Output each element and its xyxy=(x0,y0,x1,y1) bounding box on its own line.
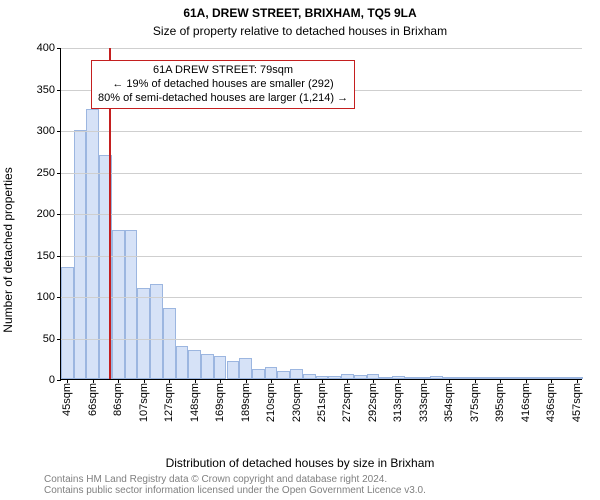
histogram-bar xyxy=(558,377,571,379)
xtick-label: 272sqm xyxy=(341,383,353,422)
histogram-bar xyxy=(290,369,303,379)
y-axis-label: Number of detached properties xyxy=(1,167,15,332)
histogram-bar xyxy=(125,230,138,379)
plot-area: 050100150200250300350400 45sqm66sqm86sqm… xyxy=(60,48,582,380)
footer: Contains HM Land Registry data © Crown c… xyxy=(44,474,584,496)
x-axis-label-text: Distribution of detached houses by size … xyxy=(166,456,435,470)
histogram-bar xyxy=(265,367,278,379)
xtick-label: 210sqm xyxy=(265,383,277,422)
page-title: 61A, DREW STREET, BRIXHAM, TQ5 9LA xyxy=(0,6,600,20)
histogram-bar xyxy=(227,361,240,379)
histogram-bar xyxy=(532,377,545,379)
histogram-bar xyxy=(163,308,176,379)
histogram-chart: 050100150200250300350400 45sqm66sqm86sqm… xyxy=(60,48,582,380)
info-line-1: 61A DREW STREET: 79sqm xyxy=(98,64,348,78)
xtick-label: 169sqm xyxy=(214,383,226,422)
title-text: 61A, DREW STREET, BRIXHAM, TQ5 9LA xyxy=(183,6,416,20)
ytick-label: 300 xyxy=(37,125,61,137)
info-line-2: ← 19% of detached houses are smaller (29… xyxy=(98,78,348,92)
xtick-label: 107sqm xyxy=(138,383,150,422)
info-box: 61A DREW STREET: 79sqm ← 19% of detached… xyxy=(91,60,355,109)
histogram-bar xyxy=(277,371,290,379)
y-axis-label-text: Number of detached properties xyxy=(1,167,15,332)
gridline xyxy=(61,131,582,132)
histogram-bar xyxy=(252,369,265,379)
xtick-label: 86sqm xyxy=(112,383,124,416)
histogram-bar xyxy=(74,130,87,379)
ytick-label: 0 xyxy=(49,374,61,386)
ytick-label: 200 xyxy=(37,208,61,220)
xtick-label: 333sqm xyxy=(418,383,430,422)
xtick-label: 375sqm xyxy=(469,383,481,422)
page-subtitle: Size of property relative to detached ho… xyxy=(0,24,600,38)
xtick-label: 292sqm xyxy=(367,383,379,422)
gridline xyxy=(61,48,582,49)
x-axis-label: Distribution of detached houses by size … xyxy=(0,456,600,470)
xtick-label: 251sqm xyxy=(316,383,328,422)
histogram-bar xyxy=(303,374,316,379)
xtick-label: 230sqm xyxy=(291,383,303,422)
gridline xyxy=(61,256,582,257)
histogram-bar xyxy=(176,346,189,379)
histogram-bar xyxy=(61,267,74,379)
histogram-bar xyxy=(430,376,443,379)
histogram-bar xyxy=(137,288,150,379)
histogram-bar xyxy=(354,375,367,379)
histogram-bar xyxy=(456,377,469,379)
footer-line-2: Contains public sector information licen… xyxy=(44,485,584,496)
ytick-label: 400 xyxy=(37,42,61,54)
xtick-label: 45sqm xyxy=(61,383,73,416)
xtick-label: 66sqm xyxy=(87,383,99,416)
ytick-label: 150 xyxy=(37,250,61,262)
xtick-label: 416sqm xyxy=(520,383,532,422)
xtick-label: 436sqm xyxy=(545,383,557,422)
xtick-label: 313sqm xyxy=(392,383,404,422)
xtick-label: 148sqm xyxy=(189,383,201,422)
xtick-label: 189sqm xyxy=(240,383,252,422)
xtick-label: 395sqm xyxy=(494,383,506,422)
histogram-bar xyxy=(328,376,341,379)
histogram-bar xyxy=(481,377,494,379)
histogram-bar xyxy=(507,377,520,379)
gridline xyxy=(61,214,582,215)
gridline xyxy=(61,339,582,340)
footer-line-1: Contains HM Land Registry data © Crown c… xyxy=(44,474,584,485)
gridline xyxy=(61,173,582,174)
histogram-bar xyxy=(239,358,252,379)
xtick-label: 127sqm xyxy=(163,383,175,422)
xtick-label: 457sqm xyxy=(571,383,583,422)
histogram-bar xyxy=(214,356,227,379)
histogram-bar xyxy=(201,354,214,379)
subtitle-text: Size of property relative to detached ho… xyxy=(153,24,447,38)
histogram-bar xyxy=(379,377,392,379)
ytick-label: 50 xyxy=(43,333,61,345)
xtick-label: 354sqm xyxy=(443,383,455,422)
info-line-3: 80% of semi-detached houses are larger (… xyxy=(98,92,348,106)
ytick-label: 100 xyxy=(37,291,61,303)
histogram-bar xyxy=(405,377,418,379)
gridline xyxy=(61,297,582,298)
histogram-bar xyxy=(188,350,201,379)
ytick-label: 350 xyxy=(37,84,61,96)
ytick-label: 250 xyxy=(37,167,61,179)
histogram-bar xyxy=(112,230,125,379)
